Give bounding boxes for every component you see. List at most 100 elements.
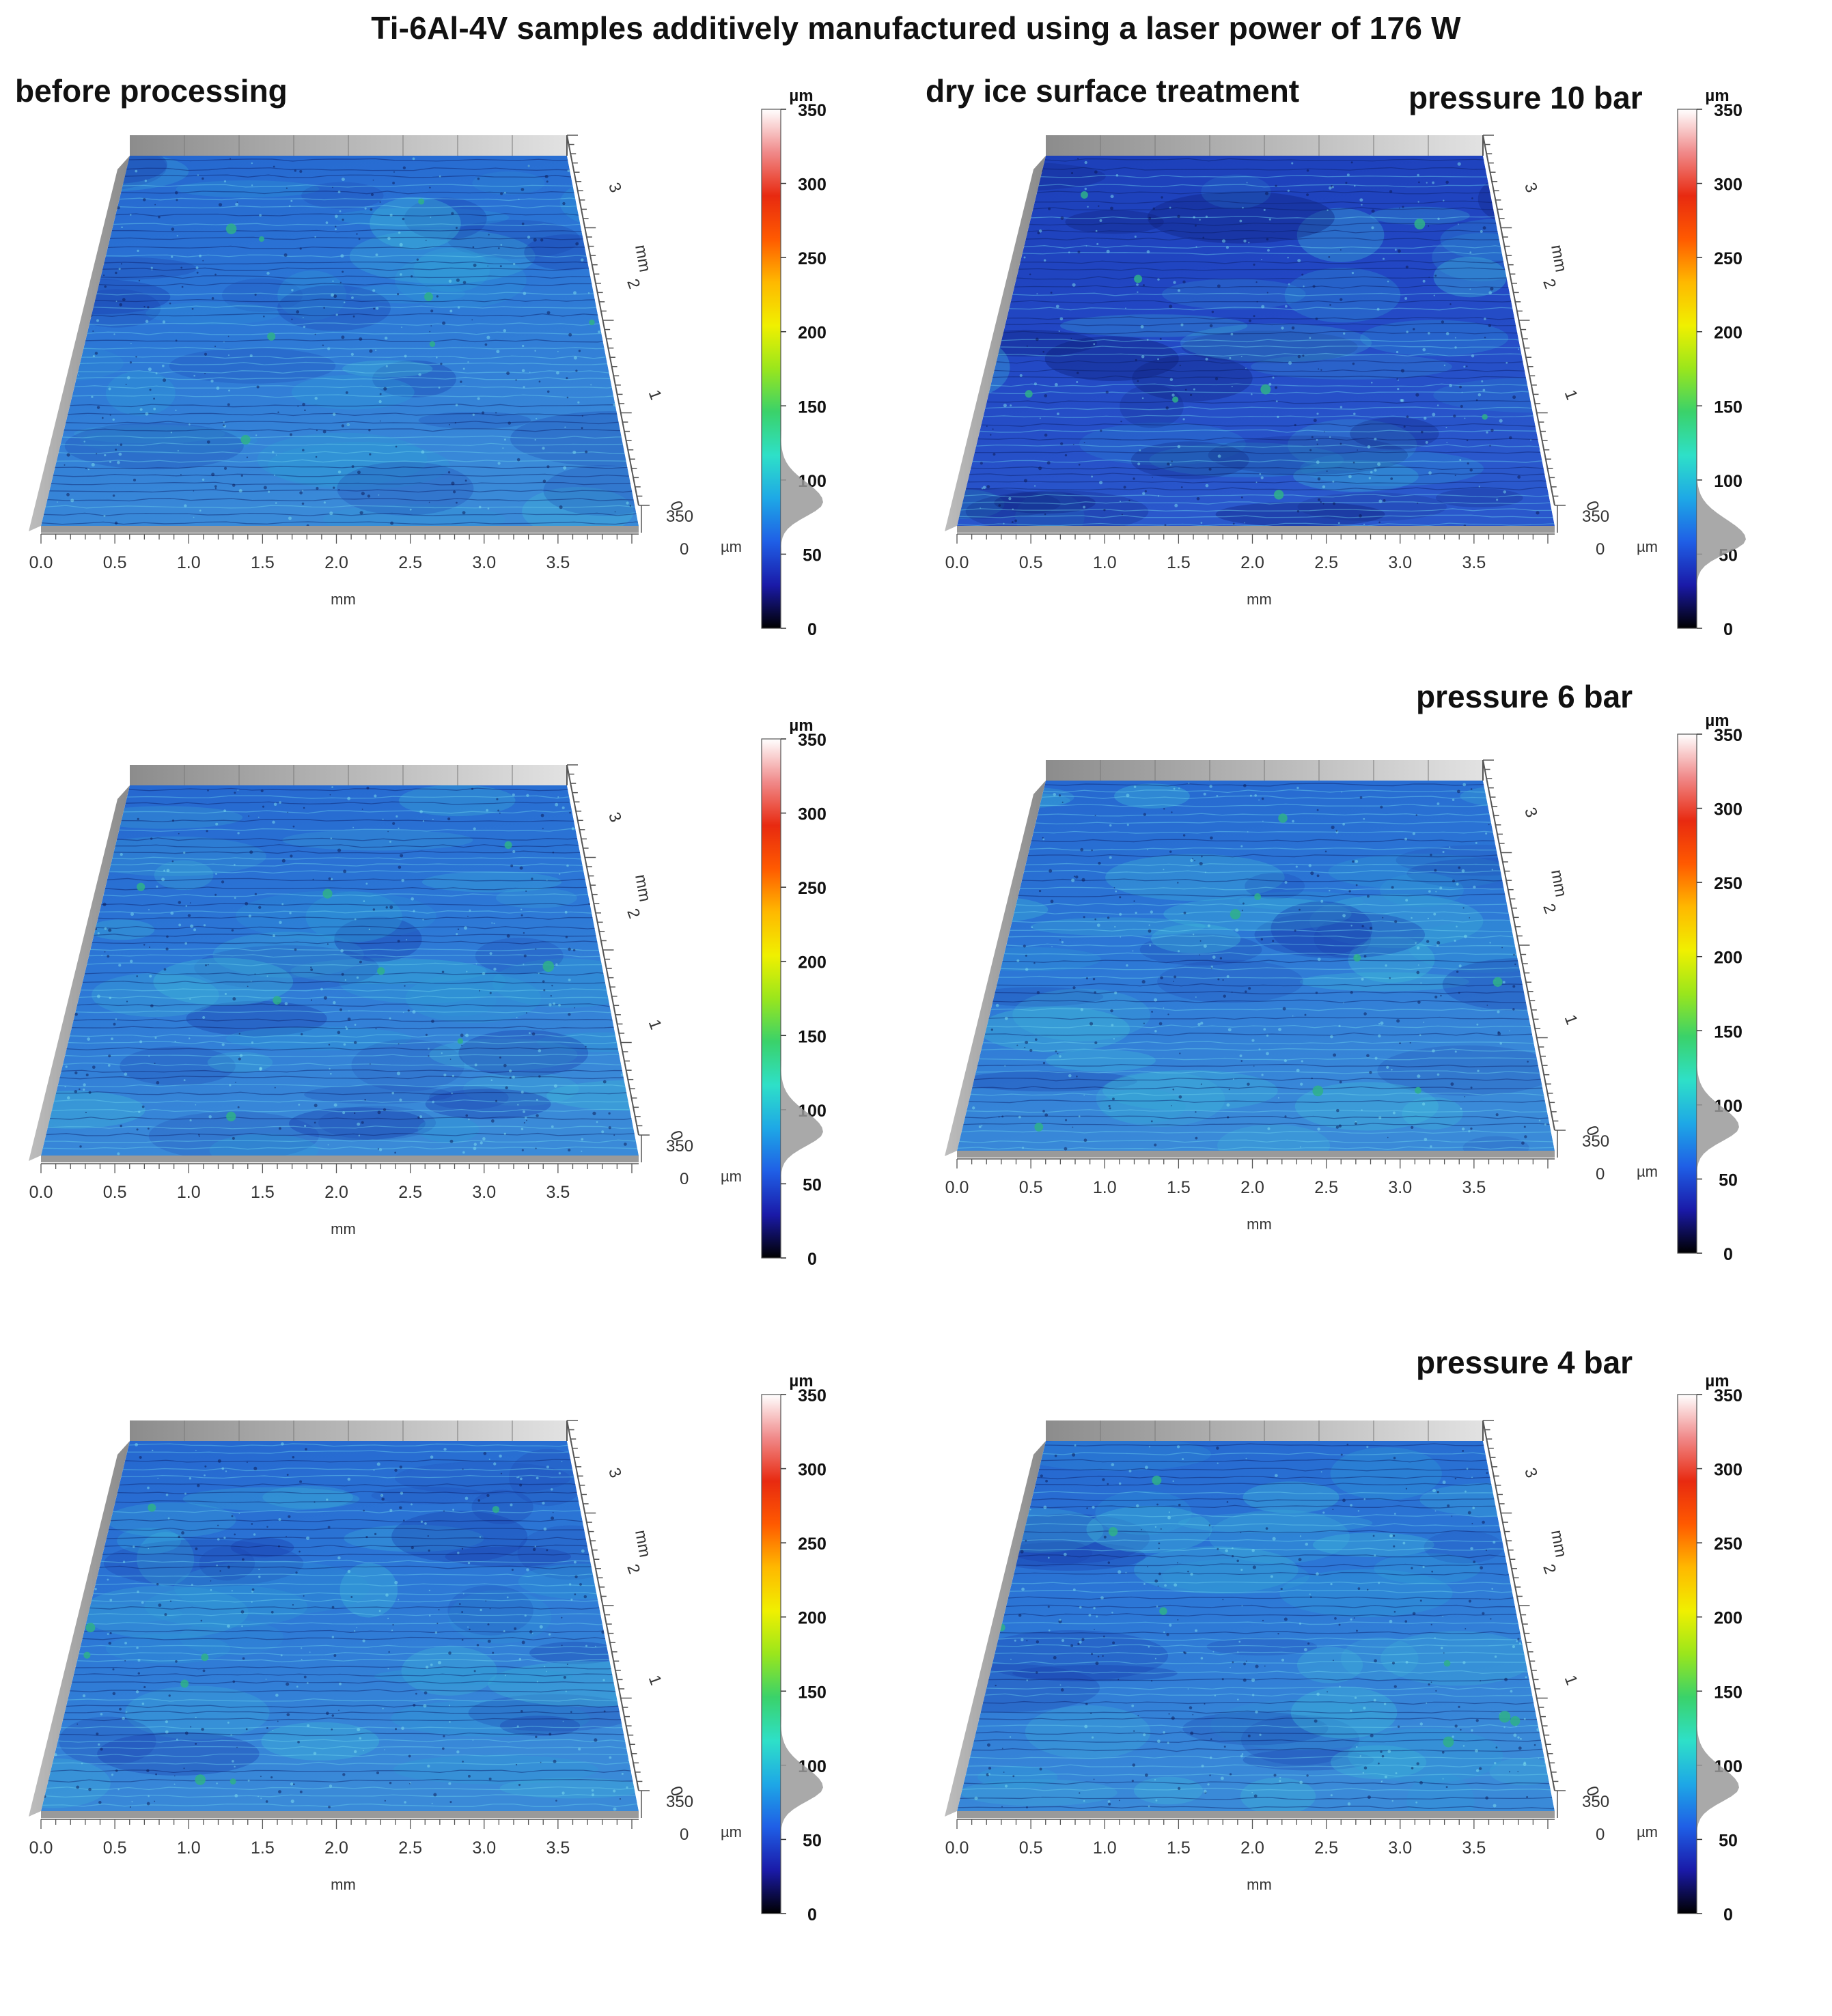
x-tick-label: 0.0 [29,1838,53,1858]
y-tick-label: 2 [1539,901,1559,916]
x-tick-label: 0.0 [945,1178,969,1197]
colorbar-tick-label: 350 [1714,726,1743,745]
x-tick-label: 2.5 [398,1838,422,1858]
x-tick-label: 2.5 [398,553,422,572]
colorbar-tick-label: 50 [803,1831,822,1850]
x-tick-label: 3.0 [1388,553,1412,572]
x-tick-label: 3.5 [1462,1178,1486,1197]
height-distribution-curve [1697,1716,1739,1859]
x-tick-label: 2.5 [1314,553,1338,572]
front-edge [41,1811,639,1818]
x-tick-label: 0.5 [103,553,127,572]
x-axis-unit: mm [331,591,356,608]
surface-topography [957,1441,1555,1811]
height-distribution-curve [781,1716,823,1859]
colorbar-tick-label: 300 [798,805,827,824]
colorbar-tick-label: 250 [798,879,827,898]
x-tick-label: 2.5 [1314,1178,1338,1197]
side-wall [29,785,130,1161]
colorbar-tick-label: 0 [807,1250,817,1269]
x-tick-label: 2.0 [1240,553,1264,572]
z-axis-unit: µm [721,1168,742,1185]
x-tick-label: 1.0 [1093,1838,1117,1858]
x-axis-unit: mm [1247,591,1272,608]
x-axis: 0.0 0.5 1.0 1.5 2.0 2.5 3.0 3.5 mm [945,1819,1555,1893]
x-tick-label: 3.0 [1388,1178,1412,1197]
x-tick-label: 2.0 [324,1183,348,1202]
colorbar-tick-label: 200 [798,1609,827,1628]
y-tick-label: 1 [645,1672,665,1688]
side-wall [29,156,130,531]
y-tick-label: 2 [1539,277,1559,292]
z-tick-label: 350 [1582,1132,1609,1151]
y-tick-label: 3 [1521,805,1541,820]
y-axis-unit: mm [631,873,654,903]
colorbar-tick-label: 200 [798,324,827,343]
x-tick-label: 1.0 [177,1838,201,1858]
colorbar-tick-label: 350 [1714,101,1743,120]
surface-panel-before-2: 0 1 2 3 mm 350 0 µm 0.0 0.5 1.0 1.5 2.0 2.5 3.0 3.5 mm µm… [0,716,916,1360]
colorbar-tick-label: 0 [807,620,817,639]
z-tick-label: 0 [1596,1165,1605,1184]
front-edge [41,1156,639,1162]
colorbar-tick-label: 200 [1714,949,1743,968]
height-distribution-curve [1697,468,1746,611]
x-tick-label: 0.0 [29,553,53,572]
x-tick-label: 3.0 [472,553,496,572]
colorbar-unit: µm [1705,87,1729,105]
dry-ice-treatment-label: dry ice surface treatment [926,73,1300,109]
z-tick-label: 350 [666,1793,693,1811]
pressure-4-bar-label: pressure 4 bar [1416,1345,1633,1380]
surface-plot: 0 1 2 3 mm 350 0 µm 0.0 0.5 1.0 1.5 2.0 2.5 3.0 3.5 mm µm… [29,87,827,639]
colorbar-tick-label: 350 [798,101,827,120]
y-tick-label: 3 [605,180,625,195]
surface-topography [41,785,639,1156]
colorbar-tick-label: 250 [798,249,827,268]
x-axis: 0.0 0.5 1.0 1.5 2.0 2.5 3.0 3.5 mm [29,533,639,608]
x-tick-label: 3.5 [546,1183,570,1202]
colorbar-tick-label: 300 [1714,1461,1743,1480]
y-axis-unit: mm [1547,243,1570,273]
front-edge [957,526,1555,533]
x-tick-label: 3.0 [1388,1838,1412,1858]
x-tick-label: 1.5 [251,1183,275,1202]
z-tick-label: 350 [1582,507,1609,526]
pressure-6-bar-label: pressure 6 bar [1416,679,1633,714]
colorbar-tick-label: 50 [1719,1831,1738,1850]
colorbar-tick-label: 50 [803,1175,822,1194]
colorbar-tick-label: 150 [798,397,827,417]
side-wall [29,1441,130,1817]
y-tick-label: 3 [1521,1466,1541,1481]
colorbar-tick-label: 350 [1714,1386,1743,1405]
x-tick-label: 2.5 [1314,1838,1338,1858]
colorbar-unit: µm [789,1372,813,1390]
colorbar-tick-label: 150 [1714,1022,1743,1041]
y-axis-unit: mm [1547,868,1570,898]
x-tick-label: 0.0 [945,1838,969,1858]
side-wall [945,781,1046,1156]
y-tick-label: 2 [623,1562,643,1577]
x-tick-label: 2.0 [1240,1838,1264,1858]
x-axis: 0.0 0.5 1.0 1.5 2.0 2.5 3.0 3.5 mm [29,1819,639,1893]
z-axis-unit: µm [1637,1163,1658,1180]
y-tick-label: 2 [1539,1562,1559,1577]
z-tick-label: 350 [666,1137,693,1156]
x-tick-label: 1.0 [1093,553,1117,572]
colorbar-tick-label: 150 [798,1683,827,1702]
x-tick-label: 1.5 [251,1838,275,1858]
colorbar-tick-label: 350 [798,731,827,750]
colorbar-tick-label: 200 [1714,1609,1743,1628]
y-tick-label: 1 [1561,1672,1581,1688]
surface-topography [41,156,639,526]
x-tick-label: 1.5 [1167,1178,1191,1197]
colorbar-tick-label: 350 [798,1386,827,1405]
colorbar-tick-label: 300 [798,176,827,195]
x-tick-label: 1.5 [1167,1838,1191,1858]
colorbar-tick-label: 0 [1723,1905,1733,1924]
surface-plot: 0 1 2 3 mm 350 0 µm 0.0 0.5 1.0 1.5 2.0 2.5 3.0 3.5 mm µm… [945,1372,1743,1924]
x-tick-label: 2.0 [1240,1178,1264,1197]
front-edge [41,526,639,533]
